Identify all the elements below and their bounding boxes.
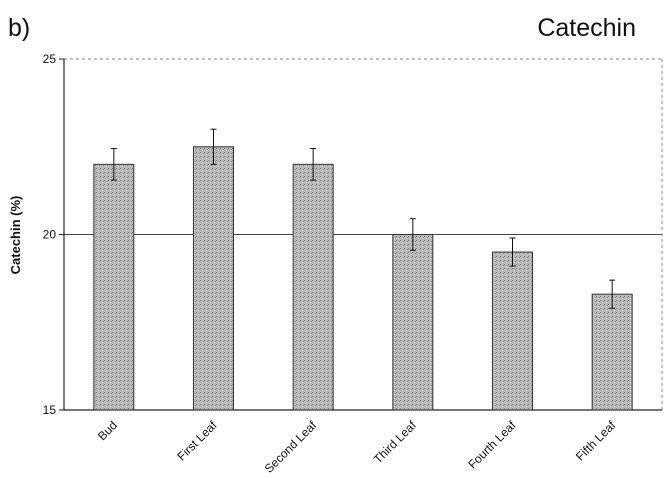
y-tick-label-15: 15 (43, 403, 57, 417)
x-tick-label-fourth-leaf: Fourth Leaf (465, 418, 519, 472)
chart-title: Catechin (537, 14, 636, 42)
x-tick-label-fifth-leaf: Fifth Leaf (573, 418, 619, 464)
bar-second-leaf (292, 163, 334, 411)
x-tick-label-second-leaf: Second Leaf (262, 418, 320, 476)
bar-third-leaf (392, 234, 434, 411)
bar-first-leaf (193, 146, 234, 411)
x-tick-label-first-leaf: First Leaf (174, 418, 220, 464)
x-tick-label-third-leaf: Third Leaf (371, 418, 420, 467)
y-tick-label-20: 20 (43, 228, 57, 242)
y-axis-title: Catechin (%) (8, 196, 23, 275)
x-tick-label-bud: Bud (95, 418, 120, 443)
panel-label: b) (8, 14, 31, 42)
bar-bud (93, 163, 135, 411)
bar-fourth-leaf (492, 251, 533, 411)
bar-fifth-leaf (591, 293, 633, 411)
y-tick-label-25: 25 (43, 52, 57, 66)
